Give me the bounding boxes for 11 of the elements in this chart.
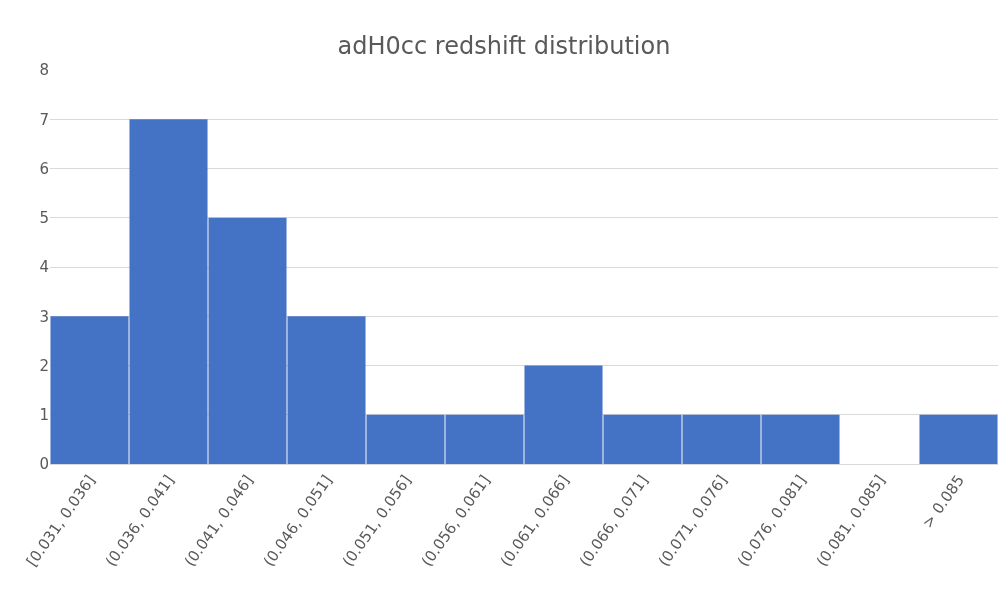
y-tick-label: 1 — [39, 406, 49, 424]
y-tick-label: 4 — [39, 258, 49, 277]
y-tick-label: 6 — [39, 159, 49, 178]
y-tick-label: 5 — [39, 209, 49, 227]
y-tick-label: 7 — [39, 110, 49, 129]
y-tick-label: 8 — [39, 61, 49, 80]
bar — [919, 414, 998, 464]
y-tick-label: 3 — [39, 307, 49, 326]
y-tick-label: 0 — [39, 455, 49, 474]
chart-title: adH0cc redshift distribution — [337, 31, 671, 60]
y-tick-label: 2 — [39, 356, 49, 375]
